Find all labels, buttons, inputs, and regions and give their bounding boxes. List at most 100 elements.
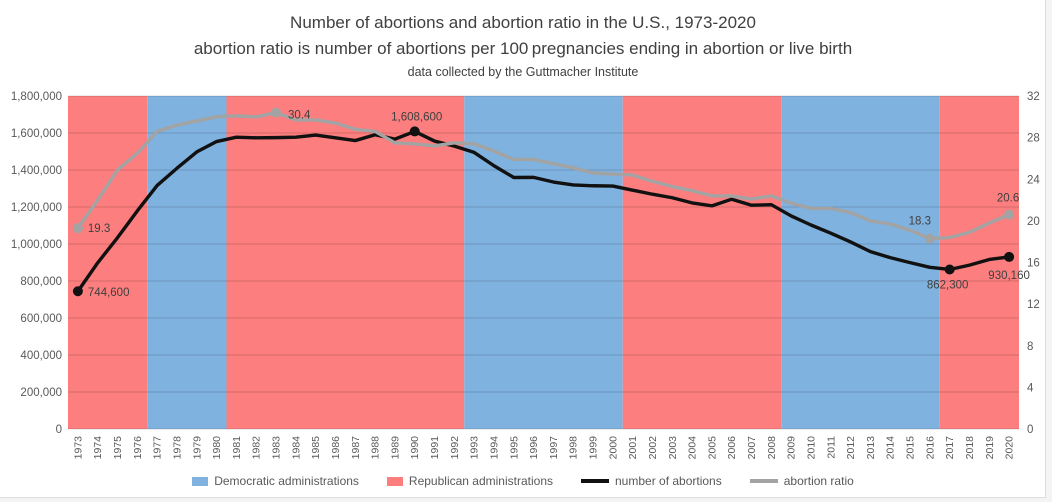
x-axis-year-label: 2008 bbox=[766, 436, 778, 460]
left-axis-tick: 600,000 bbox=[20, 313, 62, 325]
legend-item-abortion-count: number of abortions bbox=[581, 474, 722, 488]
x-axis-year-label: 1974 bbox=[92, 436, 104, 460]
right-axis-tick: 8 bbox=[1027, 341, 1033, 353]
chart-header: Number of abortions and abortion ratio i… bbox=[0, 9, 1046, 82]
series-line-abortion-count bbox=[76, 129, 1011, 293]
chart-legend: Democratic administrations Republican ad… bbox=[0, 474, 1046, 488]
x-axis-year-label: 2014 bbox=[885, 436, 897, 460]
legend-item-democratic: Democratic administrations bbox=[192, 474, 359, 488]
left-axis-tick: 1,400,000 bbox=[11, 165, 62, 177]
data-label-1973: 744,600 bbox=[88, 287, 130, 299]
x-axis-year-label: 1986 bbox=[330, 436, 342, 460]
x-axis-year-label: 1996 bbox=[528, 436, 540, 460]
legend-item-abortion-ratio: abortion ratio bbox=[749, 474, 854, 488]
x-axis-year-label: 1987 bbox=[350, 436, 362, 460]
x-axis-year-label: 1994 bbox=[488, 436, 500, 460]
x-axis-year-label: 2001 bbox=[627, 436, 639, 460]
left-axis-tick: 1,800,000 bbox=[11, 91, 62, 103]
data-label-2020: 930,160 bbox=[988, 270, 1030, 282]
data-marker-1990 bbox=[409, 126, 420, 137]
right-axis-tick: 28 bbox=[1027, 133, 1040, 145]
x-axis-year-label: 1973 bbox=[72, 436, 84, 460]
x-axis-year-label: 2005 bbox=[706, 436, 718, 460]
legend-swatch-republican-icon bbox=[386, 476, 403, 486]
right-axis-tick: 12 bbox=[1027, 299, 1040, 311]
x-axis-year-label: 1975 bbox=[112, 436, 124, 460]
x-axis-year-label: 1979 bbox=[191, 436, 203, 460]
right-axis-tick: 20 bbox=[1027, 216, 1040, 228]
x-axis-year-label: 2019 bbox=[984, 436, 996, 460]
x-axis-year-label: 1981 bbox=[231, 436, 243, 460]
legend-label-republican: Republican administrations bbox=[408, 474, 553, 488]
x-axis-year-label: 1999 bbox=[588, 436, 600, 460]
right-axis-tick: 32 bbox=[1027, 91, 1040, 103]
x-axis-year-label: 2020 bbox=[1004, 436, 1016, 460]
legend-item-republican: Republican administrations bbox=[386, 474, 553, 488]
x-axis-year-label: 1993 bbox=[469, 436, 481, 460]
data-label-2020: 20.6 bbox=[997, 193, 1019, 205]
x-axis-year-label: 2013 bbox=[865, 436, 877, 460]
x-axis-year-label: 1980 bbox=[211, 436, 223, 460]
x-axis-year-label: 1977 bbox=[152, 436, 164, 460]
x-axis-year-label: 2017 bbox=[944, 436, 956, 460]
x-axis-year-label: 1978 bbox=[171, 436, 183, 460]
series-line-abortion-ratio bbox=[76, 110, 1011, 241]
x-axis-year-label: 1998 bbox=[568, 436, 580, 460]
legend-swatch-democratic-icon bbox=[192, 476, 209, 486]
x-axis-year-label: 2010 bbox=[805, 436, 817, 460]
chart-title: Number of abortions and abortion ratio i… bbox=[290, 13, 756, 32]
left-axis-tick: 1,000,000 bbox=[11, 239, 62, 251]
x-axis-year-label: 1982 bbox=[251, 436, 263, 460]
x-axis-year-label: 2006 bbox=[726, 436, 738, 460]
x-axis-year-label: 1983 bbox=[271, 436, 283, 460]
right-axis-tick: 4 bbox=[1027, 382, 1034, 394]
x-axis-year-label: 1984 bbox=[290, 436, 302, 460]
band-republican-1981-1992 bbox=[226, 96, 465, 429]
x-axis-year-label: 2002 bbox=[647, 436, 659, 460]
x-axis-year-label: 2003 bbox=[667, 436, 679, 460]
legend-label-abortion-ratio: abortion ratio bbox=[783, 474, 854, 488]
band-republican-2001-2008 bbox=[622, 96, 782, 429]
x-axis-year-label: 2015 bbox=[905, 436, 917, 460]
chart-subtitle: abortion ratio is number of abortions pe… bbox=[193, 39, 853, 58]
left-axis-tick: 1,200,000 bbox=[11, 202, 62, 214]
data-marker-2016 bbox=[924, 233, 935, 244]
x-axis-year-label: 2011 bbox=[825, 436, 837, 459]
left-axis-tick: 1,600,000 bbox=[11, 128, 62, 140]
data-label-2016: 18.3 bbox=[909, 216, 931, 228]
x-axis-year-label: 1997 bbox=[548, 436, 560, 460]
band-democratic-1977-1980 bbox=[147, 96, 227, 429]
data-marker-1973 bbox=[72, 223, 83, 234]
legend-line-black-icon bbox=[581, 479, 609, 483]
x-axis-year-label: 1985 bbox=[310, 436, 322, 460]
x-axis-year-label: 2009 bbox=[786, 436, 798, 460]
legend-label-abortion-count: number of abortions bbox=[615, 474, 722, 488]
x-axis-year-label: 2018 bbox=[964, 436, 976, 460]
data-marker-2020 bbox=[1004, 209, 1015, 220]
x-axis-year-label: 2012 bbox=[845, 436, 857, 460]
x-axis-year-label: 1990 bbox=[409, 436, 421, 460]
legend-label-democratic: Democratic administrations bbox=[214, 474, 359, 488]
x-axis-year-label: 1988 bbox=[370, 436, 382, 460]
x-axis-year-label: 1991 bbox=[429, 436, 441, 460]
left-axis-tick: 0 bbox=[56, 424, 62, 436]
data-label-1973: 19.3 bbox=[88, 223, 110, 235]
right-axis-tick: 24 bbox=[1027, 174, 1040, 186]
x-axis-year-label: 2016 bbox=[924, 436, 936, 460]
chart-source-note: data collected by the Guttmacher Institu… bbox=[407, 65, 639, 79]
data-marker-1973 bbox=[72, 286, 83, 297]
x-axis-year-label: 2007 bbox=[746, 436, 758, 460]
data-label-1990: 1,608,600 bbox=[391, 111, 442, 123]
data-label-1983: 30.4 bbox=[288, 110, 311, 122]
right-axis-tick: 16 bbox=[1027, 258, 1040, 270]
data-marker-2017 bbox=[944, 264, 955, 275]
legend-line-gray-icon bbox=[749, 479, 778, 483]
band-democratic-1993-2000 bbox=[464, 96, 623, 429]
x-axis-year-label: 1989 bbox=[389, 436, 401, 460]
left-axis-tick: 800,000 bbox=[20, 276, 62, 288]
data-marker-1983 bbox=[271, 107, 282, 118]
band-republican-1973-1976 bbox=[68, 96, 148, 429]
x-axis-year-label: 1976 bbox=[132, 436, 144, 460]
